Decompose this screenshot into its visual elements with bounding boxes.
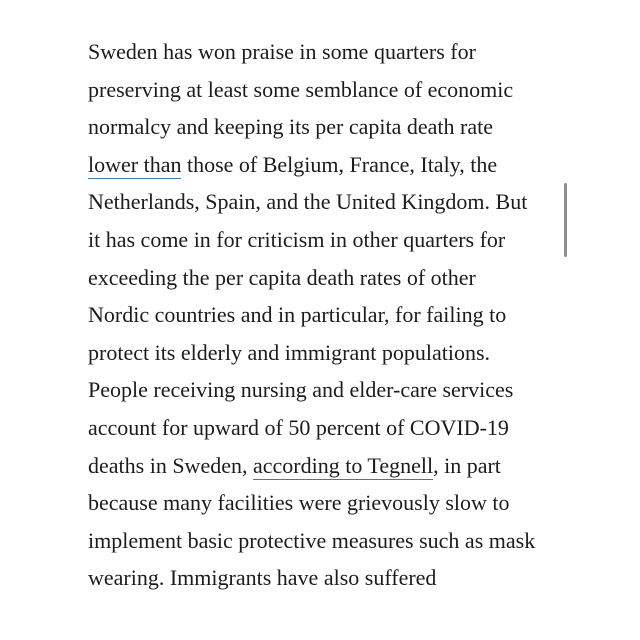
paragraph-line: preserving at least some semblance of ec… (88, 76, 514, 102)
line-text: deaths in Sweden, (88, 452, 253, 478)
paragraph-line: protect its elderly and immigrant popula… (88, 339, 491, 365)
scrollbar-thumb[interactable] (564, 183, 567, 257)
paragraph-line: Netherlands, Spain, and the United Kingd… (88, 189, 528, 215)
paragraph-line: wearing. Immigrants have also suffered (88, 565, 437, 591)
paragraph-line: Nordic countries and in particular, for … (88, 302, 507, 328)
paragraph-line: it has come in for criticism in other qu… (88, 226, 506, 252)
line-text: those of Belgium, France, Italy, the (181, 151, 498, 177)
paragraph-line: deaths in Sweden, according to Tegnell, … (88, 447, 568, 485)
paragraph-line: Sweden has won praise in some quarters f… (88, 39, 476, 64)
lower-than-link[interactable]: lower than (88, 151, 182, 179)
line-text: , in part (433, 452, 501, 478)
paragraph-line: account for upward of 50 percent of COVI… (88, 414, 509, 440)
article-body: Sweden has won praise in some quarters f… (88, 33, 568, 597)
paragraph-line: normalcy and keeping its per capita deat… (88, 114, 493, 140)
according-to-tegnell-link[interactable]: according to Tegnell (252, 452, 434, 480)
paragraph-line: People receiving nursing and elder-care … (88, 377, 514, 403)
paragraph-line: because many facilities were grievously … (88, 490, 510, 516)
paragraph-line: lower than those of Belgium, France, Ita… (88, 146, 568, 184)
paragraph-line: implement basic protective measures such… (88, 527, 536, 553)
paragraph-line: exceeding the per capita death rates of … (88, 264, 476, 290)
